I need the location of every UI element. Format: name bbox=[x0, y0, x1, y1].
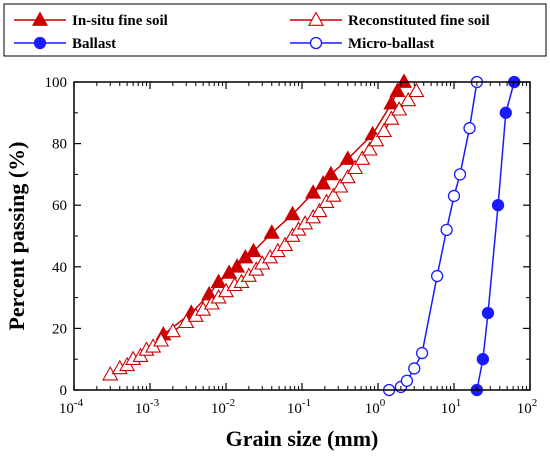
series-3-point bbox=[453, 168, 467, 181]
series-1-point bbox=[408, 82, 425, 98]
series-1-point bbox=[383, 110, 400, 125]
series-0-point bbox=[284, 205, 301, 221]
x-tick-label: 10-3 bbox=[135, 397, 160, 417]
y-axis-label: Percent passing (%) bbox=[4, 141, 29, 330]
legend-label-3: Micro-ballast bbox=[348, 36, 434, 52]
legend-marker-2 bbox=[33, 36, 47, 50]
y-tick-label: 60 bbox=[52, 198, 67, 214]
series-0-point bbox=[315, 174, 332, 190]
series-3-point bbox=[415, 346, 429, 360]
series-1-point bbox=[368, 131, 385, 147]
series-0-point bbox=[395, 73, 413, 88]
series-0-point bbox=[383, 94, 400, 110]
series-2-point bbox=[481, 306, 495, 320]
series-0-point bbox=[322, 165, 339, 181]
plot-frame bbox=[73, 81, 531, 391]
y-tick-label: 80 bbox=[52, 137, 67, 153]
y-tick-label: 0 bbox=[60, 383, 68, 399]
x-tick-label: 10-2 bbox=[211, 397, 235, 417]
series-2-point bbox=[476, 353, 490, 366]
series-0-point bbox=[389, 82, 406, 98]
series-3-point bbox=[408, 362, 421, 375]
series-1-point bbox=[277, 236, 294, 252]
legend-marker-1 bbox=[307, 11, 325, 26]
legend-label-1: Reconstituted fine soil bbox=[348, 13, 490, 29]
series-1-point bbox=[332, 178, 349, 193]
x-tick-label: 100 bbox=[365, 397, 386, 417]
series-0-point bbox=[210, 273, 227, 288]
series-3-point bbox=[463, 122, 476, 135]
series-2-point bbox=[499, 106, 512, 119]
series-3-point bbox=[400, 374, 414, 387]
series-1-point bbox=[361, 141, 378, 156]
x-axis-label: Grain size (mm) bbox=[226, 426, 379, 451]
y-tick-label: 20 bbox=[52, 321, 67, 337]
series-0-point bbox=[339, 150, 356, 165]
x-tick-label: 10-1 bbox=[287, 397, 311, 417]
series-3-point bbox=[447, 189, 461, 203]
legend-marker-0 bbox=[31, 11, 49, 26]
series-1-point bbox=[325, 187, 342, 202]
y-tick-label: 40 bbox=[52, 260, 67, 276]
series-1-point bbox=[311, 202, 328, 218]
series-0-point bbox=[201, 285, 218, 301]
series-1-point bbox=[375, 122, 393, 138]
legend-frame bbox=[3, 3, 547, 57]
axes: 10-4 10-3 10-2 10-1 100 101 102 0 20 40 60 80 100 bbox=[45, 75, 538, 417]
x-tick-label: 10-4 bbox=[59, 397, 84, 417]
series-3-point bbox=[430, 269, 444, 283]
series-line-0 bbox=[162, 81, 405, 336]
series-1-point bbox=[391, 101, 408, 116]
x-tick-label: 101 bbox=[441, 397, 462, 417]
series-1-point bbox=[339, 168, 356, 184]
series-0-point bbox=[229, 258, 246, 273]
y-tick-label: 100 bbox=[45, 75, 68, 91]
series-1-point bbox=[354, 150, 371, 165]
series-1-point bbox=[347, 159, 364, 175]
x-tick-label: 102 bbox=[517, 397, 538, 417]
legend-label-2: Ballast bbox=[72, 36, 116, 52]
plot-area bbox=[102, 73, 521, 397]
series-3-point bbox=[440, 223, 453, 236]
series-0-point bbox=[263, 224, 280, 239]
series-0-point bbox=[305, 184, 322, 199]
series-1-point bbox=[164, 322, 181, 338]
series-line-2 bbox=[476, 81, 515, 391]
series-1-point bbox=[400, 91, 417, 107]
legend-marker-3 bbox=[309, 36, 323, 50]
legend-label-0: In-situ fine soil bbox=[72, 13, 168, 29]
series-0-point bbox=[245, 242, 262, 258]
series-2-point bbox=[491, 199, 505, 212]
legend: In-situ fine soil Reconstituted fine soil… bbox=[3, 3, 547, 57]
series-1-point bbox=[153, 332, 170, 347]
